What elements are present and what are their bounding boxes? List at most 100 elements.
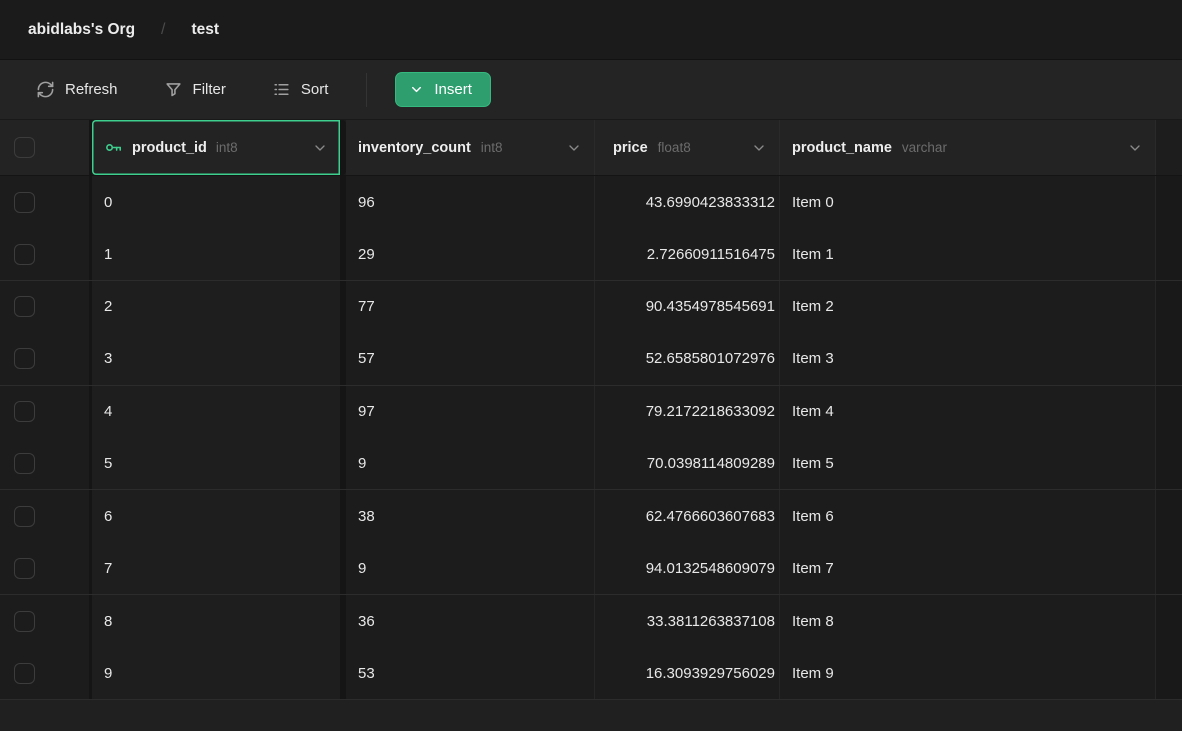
cell-price[interactable]: 70.0398114809289	[595, 437, 780, 490]
cell-price[interactable]: 33.3811263837108	[595, 595, 780, 648]
cell-inventory-count[interactable]: 29	[346, 228, 595, 280]
cell-inventory-count[interactable]: 38	[346, 490, 595, 543]
cell-inventory-count[interactable]: 53	[346, 647, 595, 699]
table-row: 5 9 70.0398114809289 Item 5	[0, 437, 1182, 491]
column-menu-chevron-icon[interactable]	[751, 140, 767, 156]
row-filler	[1156, 176, 1182, 229]
cell-price[interactable]: 52.6585801072976	[595, 333, 780, 385]
table-row: 6 38 62.4766603607683 Item 6	[0, 490, 1182, 543]
column-type: float8	[657, 140, 691, 155]
select-all-cell	[0, 120, 92, 175]
filter-icon	[164, 80, 183, 99]
cell-product-id[interactable]: 8	[92, 595, 346, 648]
cell-product-name[interactable]: Item 3	[780, 333, 1156, 385]
cell-inventory-count[interactable]: 9	[346, 437, 595, 490]
row-filler	[1156, 647, 1182, 699]
row-checkbox[interactable]	[14, 191, 35, 213]
cell-product-id[interactable]: 9	[92, 647, 346, 699]
column-menu-chevron-icon[interactable]	[1127, 140, 1143, 156]
cell-inventory-count[interactable]: 57	[346, 333, 595, 385]
cell-price[interactable]: 94.0132548609079	[595, 542, 780, 595]
cell-product-name[interactable]: Item 4	[780, 385, 1156, 438]
row-select-cell	[0, 542, 92, 595]
cell-inventory-count[interactable]: 97	[346, 385, 595, 438]
cell-product-id[interactable]: 5	[92, 437, 346, 490]
table-row: 8 36 33.3811263837108 Item 8	[0, 595, 1182, 648]
table-row: 9 53 16.3093929756029 Item 9	[0, 647, 1182, 700]
sort-button[interactable]: Sort	[272, 80, 329, 99]
cell-inventory-count[interactable]: 96	[346, 176, 595, 229]
row-select-cell	[0, 228, 92, 280]
row-select-cell	[0, 595, 92, 648]
row-filler	[1156, 280, 1182, 334]
cell-price[interactable]: 62.4766603607683	[595, 490, 780, 543]
cell-inventory-count[interactable]: 36	[346, 595, 595, 648]
cell-price[interactable]: 16.3093929756029	[595, 647, 780, 699]
column-type: int8	[215, 140, 238, 155]
row-checkbox[interactable]	[14, 401, 35, 423]
primary-key-icon	[104, 138, 123, 157]
column-menu-chevron-icon[interactable]	[312, 140, 328, 156]
column-type: varchar	[901, 140, 947, 155]
cell-product-id[interactable]: 2	[92, 280, 346, 334]
row-select-cell	[0, 385, 92, 438]
cell-product-name[interactable]: Item 0	[780, 176, 1156, 229]
row-select-cell	[0, 333, 92, 385]
column-name: product_name	[792, 139, 892, 156]
row-filler	[1156, 437, 1182, 490]
cell-product-id[interactable]: 7	[92, 542, 346, 595]
refresh-button[interactable]: Refresh	[36, 80, 118, 99]
row-checkbox[interactable]	[14, 506, 35, 528]
cell-price[interactable]: 90.4354978545691	[595, 280, 780, 334]
column-header-product-id[interactable]: product_id int8	[92, 120, 346, 175]
table-row: 3 57 52.6585801072976 Item 3	[0, 333, 1182, 386]
cell-product-id[interactable]: 0	[92, 176, 346, 229]
cell-product-name[interactable]: Item 8	[780, 595, 1156, 648]
row-select-cell	[0, 280, 92, 334]
row-checkbox[interactable]	[14, 557, 35, 579]
filter-button[interactable]: Filter	[164, 80, 226, 99]
row-checkbox[interactable]	[14, 296, 35, 318]
row-checkbox[interactable]	[14, 348, 35, 370]
cell-price[interactable]: 43.6990423833312	[595, 176, 780, 229]
row-checkbox[interactable]	[14, 243, 35, 265]
refresh-icon	[36, 80, 55, 99]
cell-inventory-count[interactable]: 9	[346, 542, 595, 595]
column-header-price[interactable]: price float8	[595, 120, 780, 175]
row-checkbox[interactable]	[14, 662, 35, 684]
sort-label: Sort	[300, 81, 329, 98]
breadcrumb-bar: abidlabs's Org / test	[0, 0, 1182, 60]
row-filler	[1156, 542, 1182, 595]
grid-footer	[0, 699, 1182, 731]
column-name: inventory_count	[358, 139, 471, 156]
cell-product-name[interactable]: Item 2	[780, 280, 1156, 334]
cell-product-id[interactable]: 1	[92, 228, 346, 280]
cell-product-id[interactable]: 3	[92, 333, 346, 385]
cell-product-name[interactable]: Item 9	[780, 647, 1156, 699]
cell-inventory-count[interactable]: 77	[346, 280, 595, 334]
cell-product-id[interactable]: 4	[92, 385, 346, 438]
cell-product-name[interactable]: Item 6	[780, 490, 1156, 543]
cell-price[interactable]: 2.72660911516475	[595, 228, 780, 280]
filter-label: Filter	[192, 81, 226, 98]
table-toolbar: Refresh Filter Sort Insert	[0, 60, 1182, 120]
table-row: 7 9 94.0132548609079 Item 7	[0, 542, 1182, 596]
chevron-down-icon	[409, 82, 424, 97]
column-menu-chevron-icon[interactable]	[566, 140, 582, 156]
row-checkbox[interactable]	[14, 610, 35, 632]
cell-product-name[interactable]: Item 5	[780, 437, 1156, 490]
cell-product-id[interactable]: 6	[92, 490, 346, 543]
cell-price[interactable]: 79.2172218633092	[595, 385, 780, 438]
column-name: price	[613, 139, 648, 156]
column-header-product-name[interactable]: product_name varchar	[780, 120, 1156, 175]
row-checkbox[interactable]	[14, 453, 35, 475]
cell-product-name[interactable]: Item 7	[780, 542, 1156, 595]
sort-icon	[272, 80, 291, 99]
breadcrumb-org[interactable]: abidlabs's Org	[28, 20, 136, 38]
row-select-cell	[0, 647, 92, 699]
column-header-inventory-count[interactable]: inventory_count int8	[346, 120, 595, 175]
select-all-checkbox[interactable]	[14, 137, 35, 158]
cell-product-name[interactable]: Item 1	[780, 228, 1156, 280]
breadcrumb-project[interactable]: test	[191, 20, 220, 38]
insert-button[interactable]: Insert	[395, 72, 491, 107]
